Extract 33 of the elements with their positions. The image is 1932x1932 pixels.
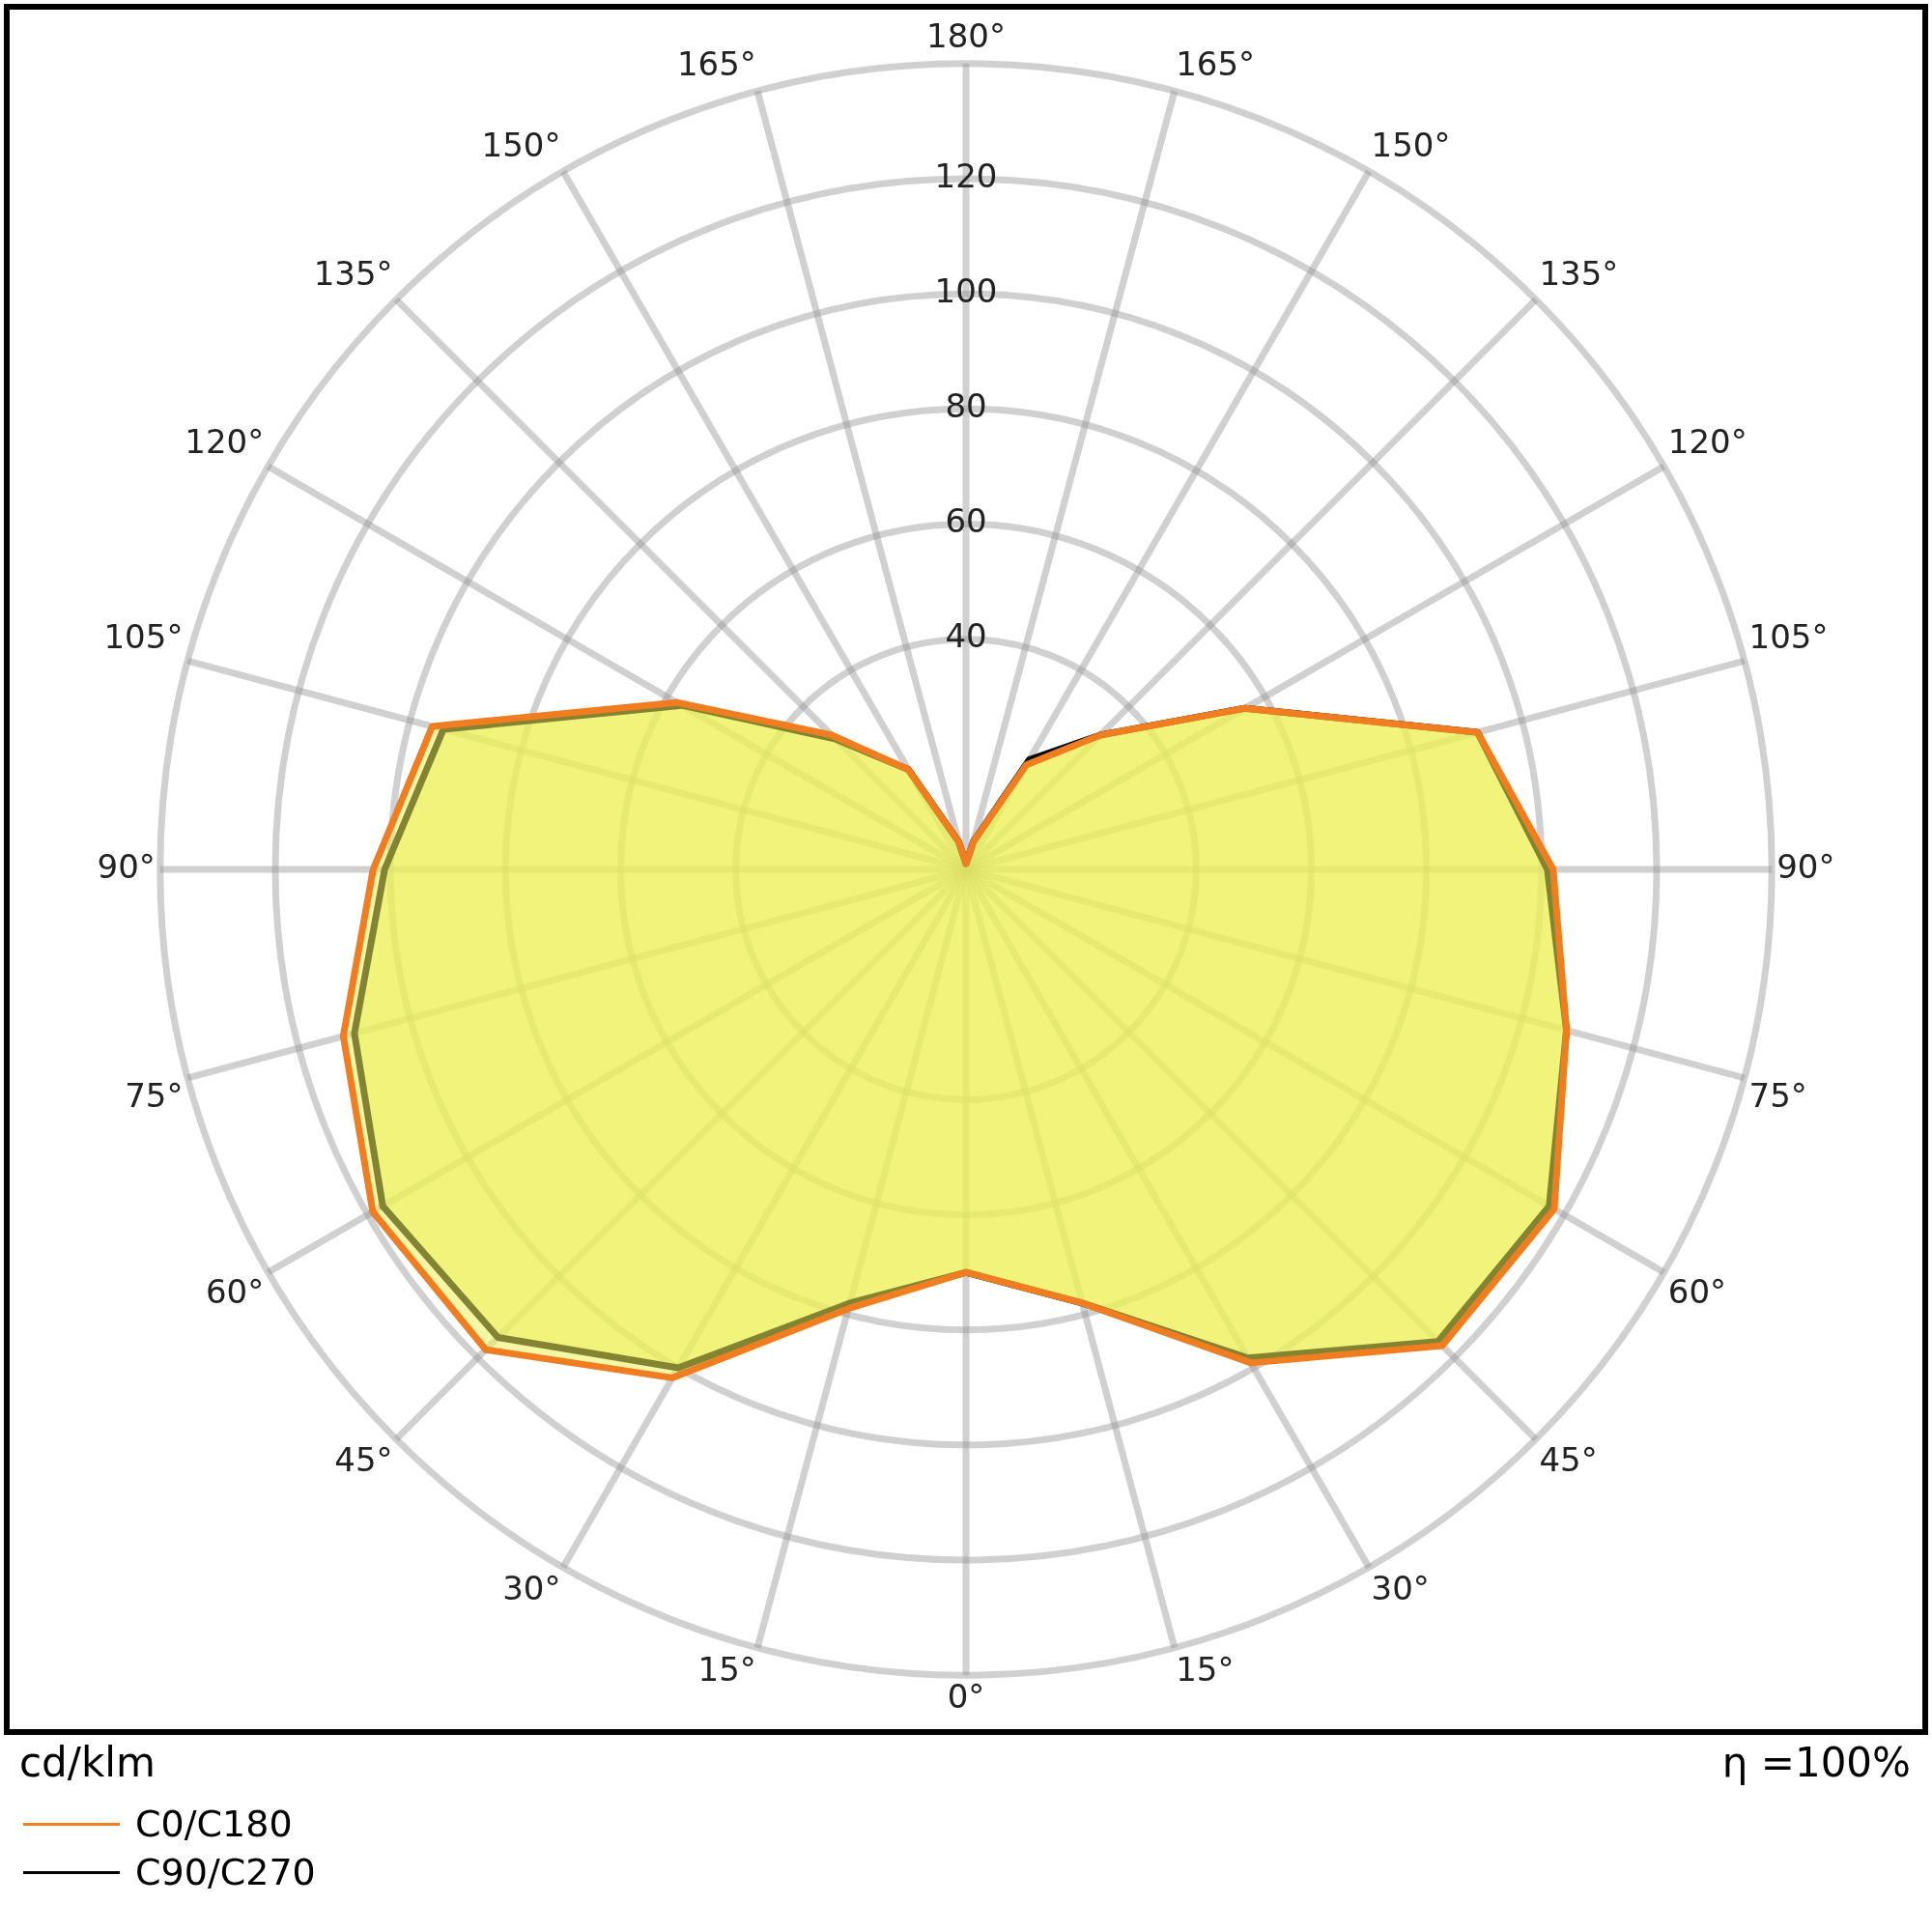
- y-tick-label: 80: [945, 386, 987, 426]
- spoke-label: 120°: [1667, 421, 1747, 461]
- y-tick-label: 100: [934, 270, 998, 310]
- spoke-label: 45°: [334, 1439, 393, 1479]
- y-tick-label: 40: [945, 616, 987, 656]
- spoke-label: 15°: [697, 1649, 756, 1689]
- spoke-label: 105°: [103, 617, 184, 657]
- y-tick-label: 60: [945, 501, 987, 541]
- spoke-label: 165°: [676, 43, 756, 83]
- legend-label: C90/C270: [135, 1851, 316, 1893]
- spoke-label: 60°: [205, 1271, 265, 1311]
- spoke-label: 165°: [1176, 43, 1256, 83]
- spoke-label: 75°: [125, 1076, 184, 1116]
- spoke-label: 120°: [185, 421, 265, 461]
- spoke-label: 30°: [1371, 1569, 1430, 1607]
- spoke-label: 90°: [97, 846, 156, 886]
- text: η =100%: [1721, 1739, 1911, 1786]
- text: cd/klm: [19, 1739, 156, 1786]
- spoke-label: 150°: [481, 125, 561, 164]
- spoke-label: 135°: [1539, 254, 1619, 294]
- y-tick-label: 120: [934, 156, 998, 195]
- spoke-label: 135°: [313, 254, 393, 294]
- spoke-label: 30°: [502, 1569, 561, 1607]
- spoke-label: 105°: [1748, 617, 1829, 657]
- spoke-label: 75°: [1748, 1076, 1807, 1116]
- spoke-label: 90°: [1776, 846, 1835, 886]
- legend-label: C0/C180: [135, 1803, 293, 1845]
- spoke-label: 45°: [1539, 1439, 1598, 1479]
- spoke-label: 60°: [1667, 1271, 1727, 1311]
- spoke-label: 150°: [1371, 125, 1451, 164]
- spoke-label: 0°: [947, 1677, 985, 1717]
- spoke-label: 15°: [1176, 1649, 1235, 1689]
- spoke-label: 180°: [926, 16, 1006, 56]
